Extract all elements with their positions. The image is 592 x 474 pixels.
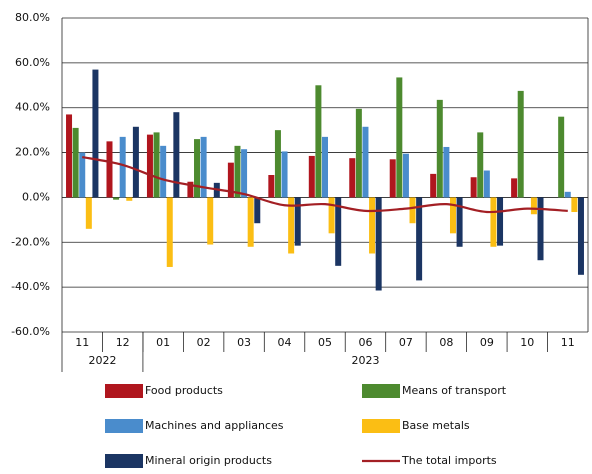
legend-swatch	[362, 419, 400, 433]
bar	[160, 145, 167, 198]
bar	[173, 112, 180, 198]
y-tick-label: 80.0%	[15, 11, 50, 24]
bar	[207, 197, 214, 245]
bar	[79, 152, 86, 198]
x-tick-label: 02	[197, 336, 211, 349]
bar	[571, 197, 578, 213]
bar	[530, 197, 537, 215]
bar	[308, 155, 315, 198]
legend-swatch	[362, 384, 400, 398]
bar	[241, 149, 248, 198]
x-tick-label: 10	[520, 336, 534, 349]
y-tick-label: 60.0%	[15, 56, 50, 69]
bar	[328, 197, 335, 234]
x-tick-label: 12	[116, 336, 130, 349]
bar	[281, 151, 288, 198]
legend-label: Machines and appliances	[145, 419, 284, 432]
bar	[409, 197, 416, 224]
legend-label: Means of transport	[402, 384, 507, 397]
y-tick-label: -60.0%	[11, 325, 50, 338]
bar	[146, 134, 153, 198]
bar	[443, 146, 450, 198]
bar	[113, 197, 120, 200]
bar	[564, 191, 571, 198]
bar	[153, 132, 160, 198]
bar	[558, 116, 565, 198]
x-tick-label: 08	[439, 336, 453, 349]
x-tick-label: 05	[318, 336, 332, 349]
bar	[396, 77, 403, 198]
bar	[577, 197, 584, 275]
bar	[375, 197, 382, 291]
bar	[477, 132, 484, 198]
x-tick-label: 01	[156, 336, 170, 349]
x-tick-label: 06	[358, 336, 372, 349]
legend-label: The total imports	[401, 454, 497, 467]
bar	[200, 136, 207, 198]
y-tick-label: -40.0%	[11, 280, 50, 293]
bar	[490, 197, 497, 247]
bar	[402, 153, 409, 198]
bar	[511, 178, 518, 198]
bar	[166, 197, 173, 267]
bar	[119, 136, 126, 198]
bar	[322, 136, 328, 198]
bar	[66, 114, 73, 198]
bar	[247, 197, 254, 247]
bar	[92, 69, 99, 198]
bar	[194, 139, 201, 198]
bar	[106, 141, 113, 198]
legend-label: Mineral origin products	[145, 454, 272, 467]
legend-label: Food products	[145, 384, 223, 397]
bar	[389, 159, 396, 198]
bar	[126, 197, 133, 201]
bar	[254, 197, 261, 224]
bar	[416, 197, 423, 281]
bar	[537, 197, 544, 261]
x-tick-label: 11	[561, 336, 575, 349]
x-tick-label: 07	[399, 336, 413, 349]
bar	[227, 162, 234, 198]
bar	[355, 108, 362, 198]
bar	[234, 145, 241, 198]
bar	[369, 197, 376, 254]
bar	[288, 197, 295, 254]
bar	[483, 170, 490, 198]
bar	[436, 99, 443, 198]
bar	[132, 126, 139, 198]
bar	[274, 130, 281, 198]
bar	[470, 177, 477, 198]
bar	[315, 85, 322, 198]
x-tick-label: 09	[480, 336, 494, 349]
legend-swatch	[105, 384, 143, 398]
y-tick-label: 20.0%	[15, 146, 50, 159]
bar	[430, 173, 437, 198]
bar	[335, 197, 342, 266]
year-label: 2022	[88, 354, 116, 367]
legend-label: Base metals	[402, 419, 470, 432]
y-tick-label: 40.0%	[15, 101, 50, 114]
bar	[268, 175, 275, 198]
bar	[85, 197, 92, 229]
x-tick-label: 03	[237, 336, 251, 349]
y-tick-label: -20.0%	[11, 235, 50, 248]
bar	[349, 158, 356, 198]
bar	[362, 126, 369, 198]
x-tick-label: 11	[75, 336, 89, 349]
bar	[497, 197, 504, 246]
line	[82, 155, 568, 214]
bar	[517, 90, 524, 198]
bar	[187, 181, 194, 198]
year-label: 2023	[351, 354, 379, 367]
x-tick-label: 04	[278, 336, 292, 349]
bar	[72, 127, 79, 198]
legend-swatch	[105, 419, 143, 433]
bar	[456, 197, 463, 247]
bar	[294, 197, 301, 246]
y-tick-label: 0.0%	[22, 190, 50, 203]
bar	[449, 197, 456, 234]
legend-swatch	[105, 454, 143, 468]
